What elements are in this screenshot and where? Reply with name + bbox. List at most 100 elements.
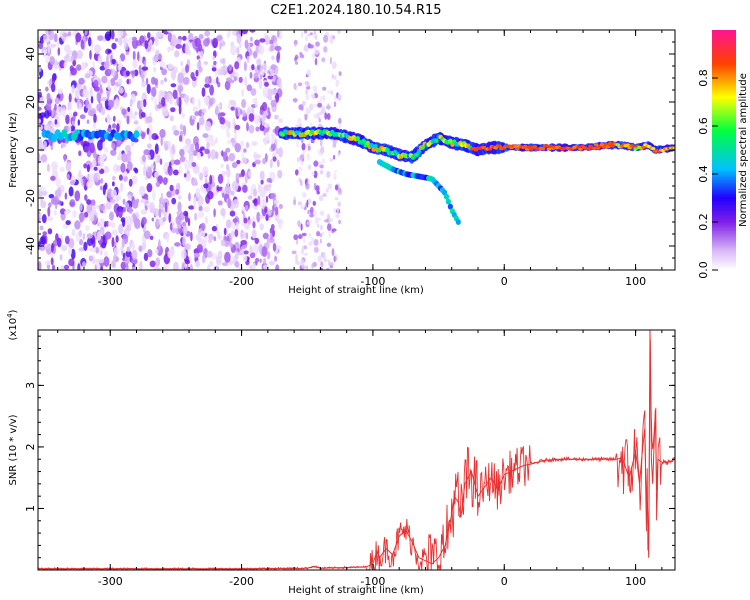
x-tick-label: 0	[501, 575, 508, 588]
heatmap-cell	[254, 237, 260, 245]
heatmap-cell	[271, 136, 275, 145]
heatmap-cell	[63, 264, 70, 270]
heatmap-cell	[238, 43, 242, 48]
heatmap-cell	[55, 177, 61, 188]
heatmap-cell	[141, 73, 145, 83]
heatmap-cell	[187, 217, 191, 227]
heatmap-cell	[196, 55, 200, 60]
heatmap-cell	[304, 30, 308, 34]
heatmap-cell	[45, 57, 50, 64]
heatmap-cell	[115, 197, 119, 203]
heatmap-cell	[82, 89, 89, 98]
heatmap-cell	[220, 163, 224, 168]
heatmap-cell	[156, 104, 163, 109]
heatmap-cell	[625, 143, 630, 147]
heatmap-cell	[128, 178, 133, 187]
heatmap-cell	[248, 124, 255, 134]
heatmap-cell	[178, 195, 182, 200]
heatmap-cell	[154, 135, 159, 140]
heatmap-cell	[39, 96, 45, 106]
heatmap-cell	[325, 188, 329, 193]
heatmap-cell	[167, 249, 174, 259]
heatmap-cell	[319, 169, 324, 175]
heatmap-cell	[48, 30, 55, 41]
heatmap-cell	[169, 115, 174, 122]
heatmap-cell	[124, 256, 130, 265]
heatmap-cell	[304, 252, 308, 256]
heatmap-cell	[256, 58, 262, 66]
heatmap-cell	[254, 154, 262, 159]
heatmap-cell	[206, 250, 213, 258]
heatmap-cell	[261, 246, 268, 258]
heatmap-cell	[82, 233, 86, 240]
heatmap-cell	[103, 166, 110, 174]
heatmap-cell	[152, 55, 159, 63]
heatmap-cell	[278, 147, 283, 158]
heatmap-cell	[153, 161, 156, 172]
heatmap-cell	[333, 207, 337, 214]
heatmap-cell	[276, 53, 280, 64]
heatmap-cell	[293, 82, 297, 90]
heatmap-cell	[87, 103, 92, 113]
heatmap-cell	[141, 80, 147, 88]
heatmap-cell	[120, 162, 126, 173]
heatmap-cell	[184, 43, 190, 55]
heatmap-cell	[155, 31, 163, 38]
heatmap-cell	[142, 154, 146, 163]
heatmap-cell	[171, 34, 177, 46]
heatmap-cell	[105, 201, 112, 210]
heatmap-cell	[594, 143, 599, 147]
heatmap-cell	[315, 41, 320, 47]
heatmap-cell	[162, 177, 168, 186]
heatmap-cell	[236, 33, 242, 44]
heatmap-cell	[53, 209, 57, 216]
heatmap-cell	[227, 120, 231, 129]
heatmap-cell	[74, 190, 81, 202]
heatmap-cell	[315, 185, 320, 192]
heatmap-cell	[228, 259, 233, 266]
heatmap-cell	[232, 162, 238, 169]
heatmap-cell	[71, 228, 76, 237]
x-tick-label: 100	[625, 575, 646, 588]
heatmap-cell	[145, 77, 149, 86]
y-tick-label: 1	[24, 505, 37, 512]
heatmap-cell	[190, 231, 193, 242]
snr-x-ticks: -300 -200 -100 0 100	[57, 330, 663, 588]
heatmap-cell	[51, 96, 54, 106]
heatmap-cell	[114, 37, 119, 42]
colorbar-ticks: 0.0 0.2 0.4 0.6 0.8	[697, 69, 718, 279]
heatmap-cell	[164, 111, 170, 116]
heatmap-cell	[125, 51, 129, 56]
heatmap-cell	[211, 225, 217, 232]
spectrogram-x-label: Height of straight line (km)	[288, 285, 424, 296]
heatmap-cell	[85, 97, 89, 109]
heatmap-cell	[94, 264, 97, 270]
heatmap-cell	[164, 143, 169, 151]
snr-panel: -300 -200 -100 0 100 1 2 3 Height of straight …	[6, 309, 676, 596]
heatmap-cell	[312, 200, 316, 206]
heatmap-cell	[255, 257, 260, 263]
heatmap-cell	[60, 143, 64, 149]
heatmap-cell	[174, 189, 180, 195]
heatmap-cell	[221, 187, 224, 194]
heatmap-cell	[296, 140, 299, 148]
heatmap-cell	[300, 138, 304, 144]
heatmap-cell	[139, 185, 146, 197]
heatmap-cell	[38, 152, 41, 164]
heatmap-cell	[74, 90, 81, 100]
heatmap-cell	[333, 154, 336, 160]
heatmap-cell	[215, 137, 218, 144]
heatmap-cell	[203, 38, 210, 47]
heatmap-cell	[40, 154, 48, 163]
heatmap-cell	[293, 196, 296, 200]
heatmap-cell	[160, 192, 164, 204]
heatmap-cell	[122, 198, 126, 205]
heatmap-cell	[173, 125, 177, 131]
heatmap-cell	[272, 242, 277, 252]
heatmap-cell	[268, 260, 275, 266]
heatmap-cell	[119, 53, 126, 62]
heatmap-cell	[307, 145, 311, 151]
heatmap-cell	[168, 95, 173, 105]
heatmap-cell	[43, 140, 47, 150]
heatmap-cell	[373, 144, 378, 149]
